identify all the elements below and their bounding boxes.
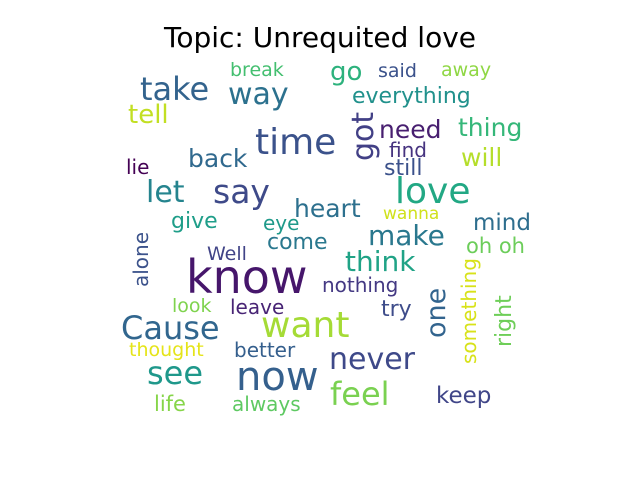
word-away: away — [441, 59, 492, 81]
word-nothing: nothing — [322, 273, 399, 297]
word-better: better — [234, 338, 296, 362]
word-let: let — [146, 175, 185, 210]
word-want: want — [261, 305, 350, 346]
word-always: always — [232, 392, 301, 416]
word-now: now — [236, 354, 319, 400]
word-life: life — [154, 392, 186, 416]
word-one: one — [421, 287, 452, 338]
word-lie: lie — [126, 155, 150, 179]
word-think: think — [345, 245, 416, 278]
figure-title: Topic: Unrequited love — [163, 21, 476, 54]
word-look: look — [172, 295, 212, 317]
word-well: Well — [207, 243, 247, 265]
word-thing: thing — [458, 113, 523, 142]
word-still: still — [384, 156, 423, 181]
word-heart: heart — [294, 194, 361, 223]
word-find: find — [389, 138, 427, 162]
word-keep: keep — [436, 383, 492, 409]
word-break: break — [230, 59, 284, 81]
word-go: go — [330, 57, 363, 87]
word-thought: thought — [129, 339, 204, 361]
word-will: will — [461, 143, 503, 172]
word-cause: Cause — [121, 309, 220, 347]
word-feel: feel — [330, 375, 390, 413]
word-said: said — [378, 60, 417, 82]
word-something: something — [457, 258, 481, 364]
word-alone: alone — [129, 231, 153, 287]
word-got: got — [346, 111, 381, 161]
word-see: see — [147, 354, 204, 392]
word-need: need — [379, 115, 442, 144]
word-oh-oh: oh oh — [466, 234, 525, 258]
word-try: try — [381, 297, 412, 322]
word-leave: leave — [230, 295, 285, 319]
word-give: give — [171, 209, 218, 234]
word-eye: eye — [263, 211, 300, 235]
word-make: make — [368, 219, 445, 252]
word-take: take — [140, 70, 210, 108]
word-never: never — [329, 342, 416, 377]
word-say: say — [213, 172, 270, 211]
word-know: know — [186, 250, 308, 304]
word-time: time — [255, 122, 337, 163]
word-mind: mind — [473, 210, 531, 236]
word-right: right — [492, 295, 517, 347]
word-wanna: wanna — [383, 204, 440, 224]
word-back: back — [188, 144, 248, 173]
word-love: love — [395, 171, 471, 212]
word-everything: everything — [352, 84, 471, 109]
word-tell: tell — [128, 100, 169, 130]
word-come: come — [267, 230, 328, 255]
word-way: way — [228, 77, 289, 112]
